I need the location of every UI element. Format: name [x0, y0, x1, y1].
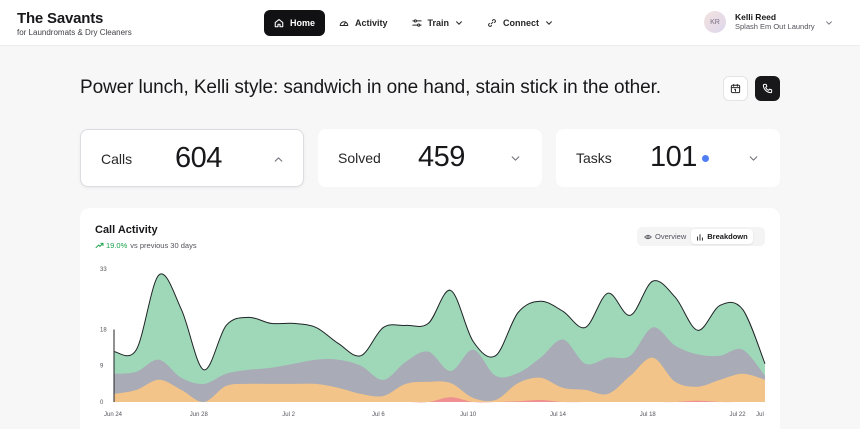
chevron-down-icon	[749, 156, 758, 161]
sliders-icon	[411, 19, 422, 27]
chevron-down-icon	[546, 21, 552, 25]
x-tick-label: Jul 6	[372, 412, 385, 418]
eye-icon	[644, 234, 652, 239]
y-tick-label: 33	[100, 267, 107, 273]
x-tick-label: Jul 18	[640, 412, 657, 418]
chevron-down-icon	[826, 21, 832, 25]
calendar-icon	[730, 83, 741, 94]
nav-train-label: Train	[427, 18, 450, 28]
x-tick-label: Jun 28	[190, 412, 209, 418]
nav-activity[interactable]: Activity	[329, 10, 398, 36]
breakdown-label: Breakdown	[707, 232, 748, 241]
x-tick-label: Jul 10	[460, 412, 477, 418]
overview-label: Overview	[655, 232, 687, 241]
stat-value: 604	[175, 142, 222, 174]
y-tick-label: 9	[100, 364, 104, 370]
stat-label: Calls	[101, 151, 133, 167]
stat-card-solved[interactable]: Solved 459	[318, 129, 542, 187]
user-name: Kelli Reed	[735, 12, 777, 22]
brand[interactable]: The Savants for Laundromats & Dry Cleane…	[17, 10, 132, 38]
trend-summary: 19.0% vs previous 30 days	[95, 241, 197, 250]
nav-home-label: Home	[290, 18, 316, 28]
total-outline	[113, 273, 766, 371]
x-tick-label: Jul 2	[282, 412, 295, 418]
status-dot	[702, 155, 709, 162]
stat-value: 101	[650, 141, 697, 173]
x-tick-label: Jul	[756, 412, 764, 418]
gauge-icon	[339, 21, 349, 26]
page-headline: Power lunch, Kelli style: sandwich in on…	[80, 77, 661, 98]
y-tick-label: 18	[100, 327, 107, 333]
stat-label: Tasks	[576, 150, 612, 166]
chevron-down-icon	[511, 156, 520, 161]
trend-text: vs previous 30 days	[130, 241, 197, 250]
avatar: KR	[704, 11, 726, 33]
nav-activity-label: Activity	[355, 18, 388, 28]
overview-tab[interactable]: Overview	[639, 229, 691, 244]
call-activity-chart: 0 9 18 33 Jun 24 Jun 28 Jul 2 Jul 6 Jul 10 Jul 14…	[100, 267, 766, 418]
calendar-button[interactable]	[723, 76, 748, 101]
chevron-down-icon	[456, 21, 462, 25]
trend-percent: 19.0%	[106, 241, 128, 250]
call-button[interactable]	[755, 76, 780, 101]
chevron-up-icon	[274, 157, 283, 162]
y-tick-label: 0	[100, 400, 104, 406]
brand-subtitle: for Laundromats & Dry Cleaners	[17, 28, 132, 37]
x-tick-label: Jul 22	[730, 412, 747, 418]
stat-card-tasks[interactable]: Tasks 101	[556, 129, 780, 187]
stat-label: Solved	[338, 150, 381, 166]
user-info: Kelli Reed Splash Em Out Laundry	[735, 12, 815, 32]
brand-title: The Savants	[17, 10, 104, 27]
breakdown-tab[interactable]: Breakdown	[691, 229, 753, 244]
x-tick-label: Jul 14	[550, 412, 567, 418]
phone-icon	[762, 83, 773, 94]
user-org: Splash Em Out Laundry	[735, 22, 815, 31]
area-series-1	[114, 357, 765, 403]
panel-title: Call Activity	[95, 224, 158, 236]
x-tick-label: Jun 24	[104, 412, 123, 418]
user-menu[interactable]: KR Kelli Reed Splash Em Out Laundry	[704, 11, 832, 33]
area-series-0	[114, 397, 765, 403]
link-icon	[488, 19, 496, 27]
bar-chart-icon	[697, 233, 704, 241]
view-toggle: Overview Breakdown	[637, 227, 765, 246]
nav-home[interactable]: Home	[264, 10, 326, 36]
home-icon	[274, 18, 284, 28]
trending-up-icon	[95, 242, 104, 249]
top-navigation-bar: The Savants for Laundromats & Dry Cleane…	[0, 0, 860, 46]
nav-train[interactable]: Train	[402, 10, 474, 36]
stat-value: 459	[418, 141, 465, 173]
area-series-2	[114, 327, 765, 402]
call-activity-panel: 0 9 18 33 Jun 24 Jun 28 Jul 2 Jul 6 Jul 10 Jul 14…	[80, 208, 780, 429]
nav-connect-label: Connect	[503, 18, 540, 28]
stat-card-calls[interactable]: Calls 604	[80, 129, 304, 187]
main-nav: Home Activity Train Connect	[264, 10, 567, 36]
nav-connect[interactable]: Connect	[477, 10, 563, 36]
